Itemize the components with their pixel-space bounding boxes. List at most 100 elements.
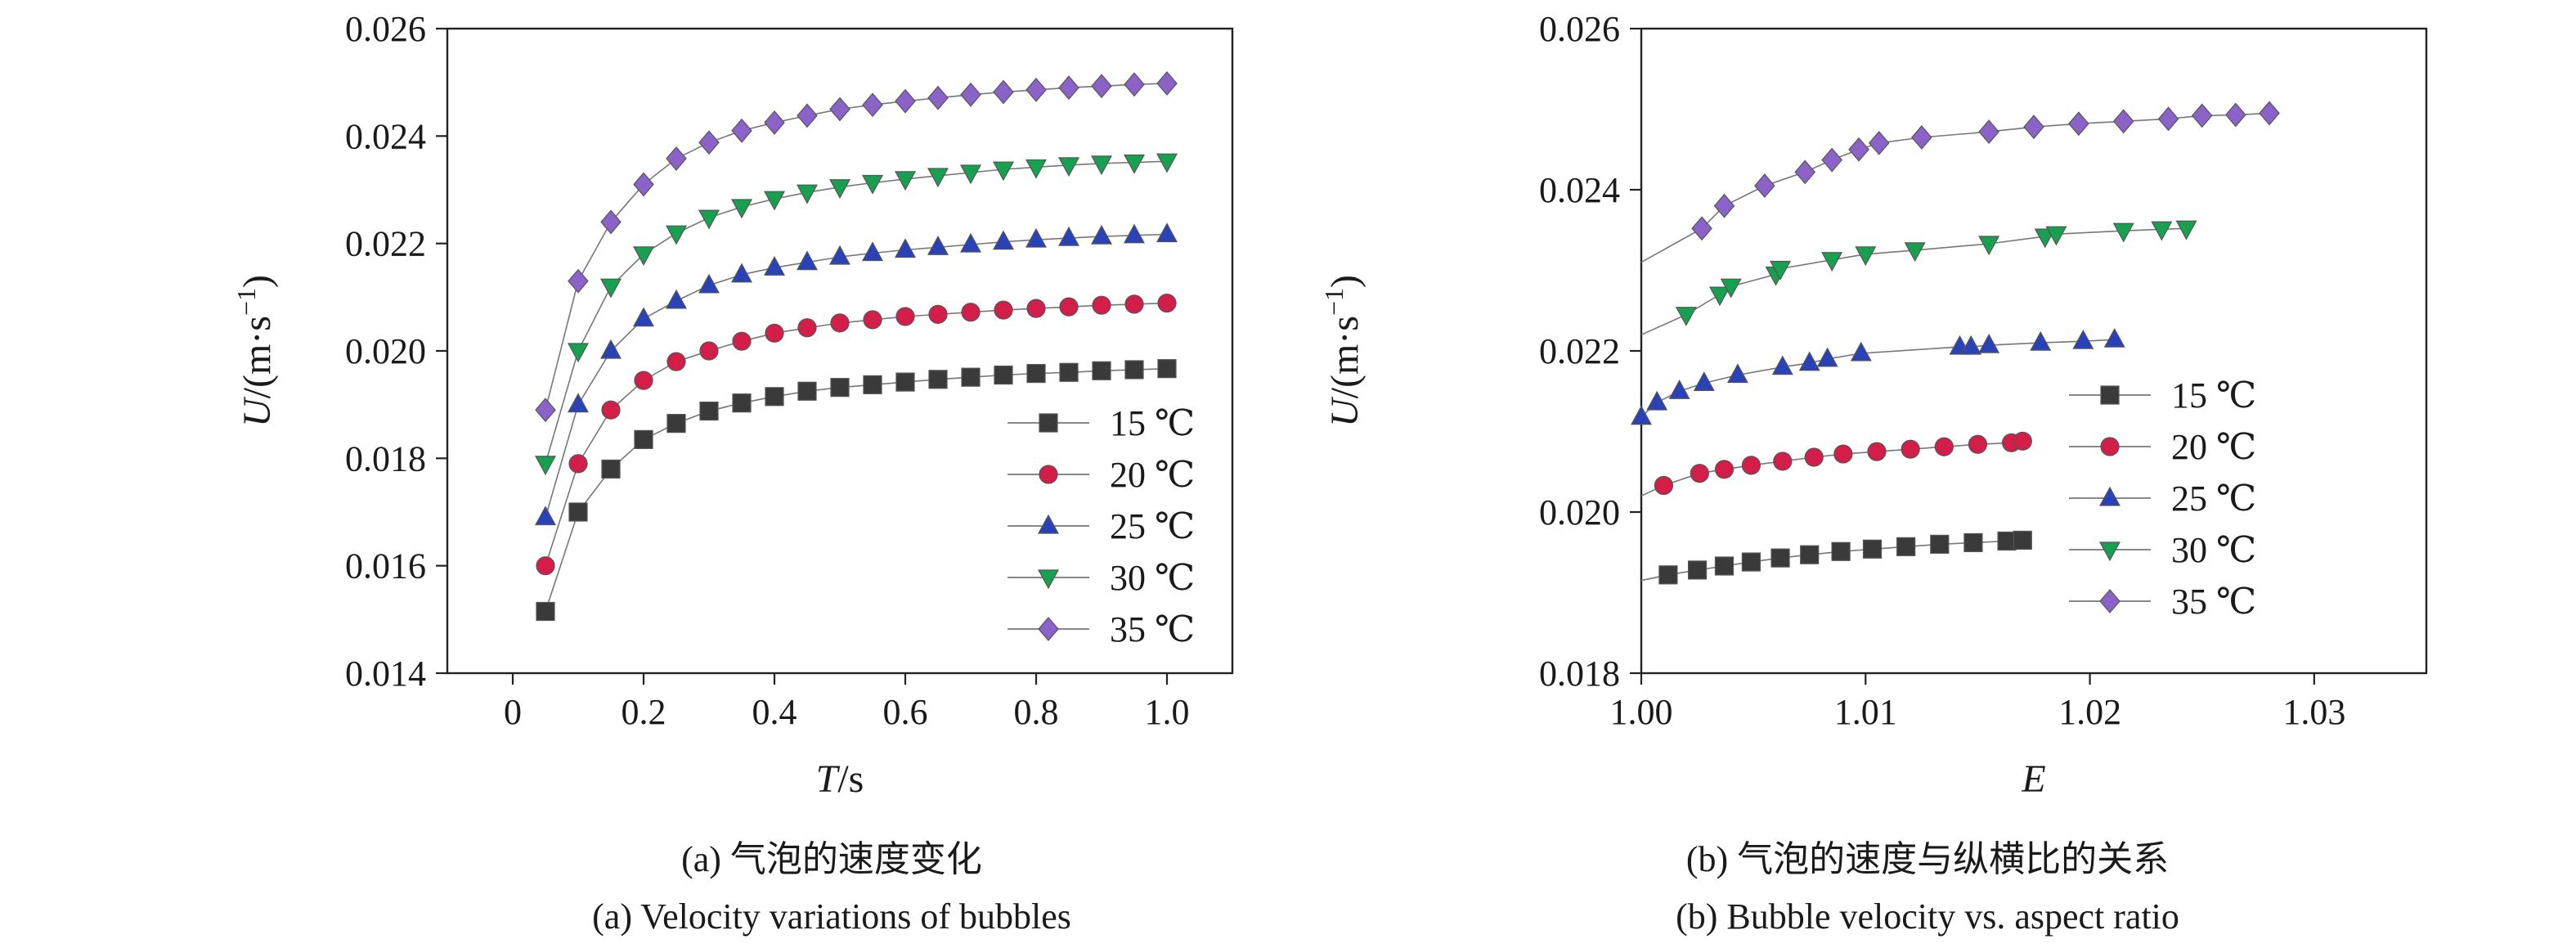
caption-b-zh: (b) 气泡的速度与纵横比的关系 [1686,839,2169,879]
caption-a-zh: (a) 气泡的速度变化 [681,839,982,879]
data-point [534,456,557,476]
data-point [2045,226,2067,246]
data-point [698,209,720,230]
legend: 15 ℃ 20 ℃ 25 ℃ 30 ℃ 35 ℃ [2069,375,2256,622]
data-point [1816,347,1838,367]
data-point [1092,361,1111,380]
y-tick-label: 0.020 [345,331,426,371]
legend-entry-1: 15 ℃ [1110,403,1195,443]
data-point [2023,115,2044,140]
data-point [2225,102,2246,128]
legend-entry-5: 35 ℃ [2171,582,2256,622]
data-point [863,310,882,330]
data-point [731,118,752,143]
data-point [634,429,653,449]
data-point [634,371,653,390]
data-point [1675,307,1697,326]
legend-entry-4: 30 ℃ [1110,558,1195,598]
data-point [1646,390,1668,411]
data-point [1848,137,1869,162]
data-point [1771,355,1793,375]
data-point [1708,286,1731,307]
data-point [1867,442,1887,461]
data-point [1833,444,1853,464]
data-point [1831,541,1851,561]
data-point [1821,147,1842,173]
data-point [1058,75,1079,101]
x-tick-label: 0.6 [883,692,928,732]
data-point [601,400,621,420]
data-point [2112,109,2134,134]
series-15C [536,359,1177,622]
legend-entry-2: 20 ℃ [2171,427,2256,467]
data-point [861,174,884,195]
y-tick-label: 0.018 [1539,654,1620,694]
data-point [1770,548,1790,568]
data-point [666,352,686,371]
legend-entry-4: 30 ℃ [2171,530,2256,570]
data-point [666,146,687,171]
data-point [927,168,949,188]
data-point [895,372,915,392]
legend-entry-1: 15 ℃ [2171,375,2256,416]
series-line [1640,112,2270,263]
legend-marker [1039,413,1058,433]
data-point [600,209,622,235]
data-point [1798,351,1820,371]
data-point [698,273,720,294]
data-point [2103,327,2125,348]
data-point [2191,103,2213,128]
data-point [1720,278,1742,299]
legend: 15 ℃ 20 ℃ 25 ℃ 30 ℃ 35 ℃ [1008,403,1195,649]
data-point [1960,335,1982,355]
data-point [632,307,655,327]
series-25C [534,222,1178,526]
caption-a-en: (a) Velocity variations of bubbles [592,896,1071,937]
data-point [1868,130,1890,155]
data-point [1654,475,1674,496]
y-tick-label: 0.020 [1539,492,1620,532]
data-point [2112,222,2134,243]
data-point [828,245,851,265]
data-point [1025,159,1048,179]
data-point [1978,236,2000,256]
data-point [2072,329,2094,349]
legend-marker [2100,437,2120,456]
data-point [1726,363,1748,384]
data-point [763,255,786,276]
data-point [665,289,688,309]
data-point [1714,460,1735,479]
data-point [535,398,556,423]
data-point [732,331,752,351]
data-point [1770,260,1792,281]
panel-a-chart: 0 0.2 0.4 0.6 0.8 1.0 0.014 0.016 0.018 0.020 0.02… [231,9,1234,801]
data-point [568,454,588,474]
data-point [2151,221,2173,241]
y-tick-label: 0.024 [1539,170,1620,210]
data-point [894,171,917,191]
data-point [666,414,686,434]
data-point [992,230,1015,250]
data-point [895,88,916,114]
data-point [796,184,819,204]
data-point [1850,341,1872,362]
series-35C [535,71,1178,423]
data-point [633,172,654,197]
y-axis-label: U/(m·s−1) [1319,275,1367,427]
data-point [1714,556,1735,576]
legend-marker [1038,617,1059,641]
series-35C [1640,101,2280,263]
data-point [797,318,817,338]
data-point [567,393,590,413]
data-point [1090,224,1113,245]
data-point [1800,545,1820,564]
data-point [1026,299,1046,318]
data-point [1025,77,1047,102]
data-point [599,278,622,299]
series-line [545,367,1168,612]
data-point [1911,125,1932,150]
data-point [861,241,884,262]
data-point [1057,157,1080,177]
data-point [764,110,785,135]
data-point [632,246,655,267]
